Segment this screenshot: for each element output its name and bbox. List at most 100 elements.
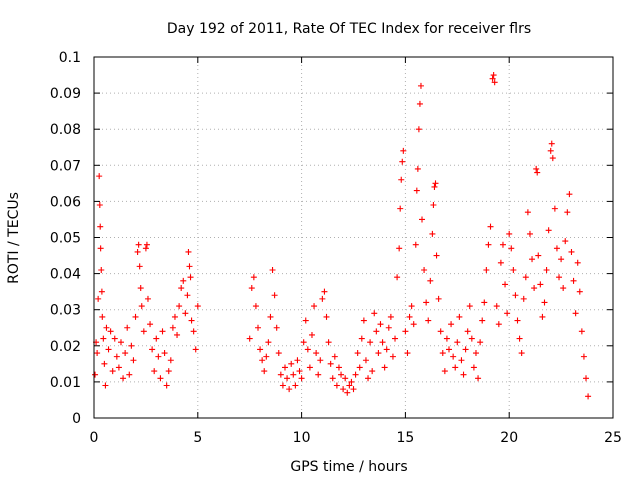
data-point	[423, 299, 430, 306]
data-point	[98, 266, 105, 273]
data-point	[128, 342, 135, 349]
data-point	[533, 165, 540, 172]
data-point	[97, 223, 104, 230]
data-point	[556, 274, 563, 281]
data-point	[105, 346, 112, 353]
data-point	[502, 281, 509, 288]
data-point	[304, 346, 311, 353]
data-point	[479, 317, 486, 324]
data-point	[192, 346, 199, 353]
data-point	[572, 310, 579, 317]
data-point	[267, 313, 274, 320]
data-point	[117, 339, 124, 346]
data-point	[562, 238, 569, 245]
data-point	[142, 245, 149, 252]
data-point	[558, 256, 565, 263]
y-tick-label: 0	[72, 411, 81, 427]
data-point	[541, 299, 548, 306]
data-point	[408, 303, 415, 310]
data-point	[130, 357, 137, 364]
data-point	[147, 321, 154, 328]
data-point	[132, 313, 139, 320]
data-point	[340, 386, 347, 393]
data-point	[288, 360, 295, 367]
y-tick-label: 0.06	[50, 194, 81, 210]
x-tick-label: 10	[293, 430, 311, 446]
data-point	[539, 313, 546, 320]
x-tick-label: 0	[90, 430, 99, 446]
data-point	[432, 180, 439, 187]
data-point	[176, 303, 183, 310]
data-point	[462, 346, 469, 353]
data-point	[369, 368, 376, 375]
data-point	[433, 252, 440, 259]
data-point	[92, 371, 99, 378]
data-point	[489, 75, 496, 82]
data-point	[257, 346, 264, 353]
data-point	[414, 165, 421, 172]
data-point	[290, 371, 297, 378]
data-point	[472, 350, 479, 357]
data-point	[263, 353, 270, 360]
data-point	[553, 245, 560, 252]
data-point	[174, 331, 181, 338]
data-point	[570, 277, 577, 284]
chart-title: Day 192 of 2011, Rate Of TEC Index for r…	[167, 21, 531, 37]
data-point	[137, 285, 144, 292]
data-point	[371, 310, 378, 317]
data-point	[135, 241, 142, 248]
data-point	[402, 328, 409, 335]
data-point	[360, 317, 367, 324]
data-point	[185, 248, 192, 255]
data-point	[504, 310, 511, 317]
data-point	[281, 364, 288, 371]
data-point	[410, 321, 417, 328]
data-point	[543, 266, 550, 273]
y-tick-label: 0.02	[50, 339, 81, 355]
data-point	[317, 357, 324, 364]
data-point	[187, 274, 194, 281]
data-point	[437, 328, 444, 335]
data-point	[194, 303, 201, 310]
data-point	[308, 331, 315, 338]
data-point	[566, 191, 573, 198]
data-point	[362, 357, 369, 364]
data-point	[134, 248, 141, 255]
data-point	[321, 288, 328, 295]
data-point	[383, 346, 390, 353]
data-point	[356, 364, 363, 371]
y-tick-label: 0.08	[50, 122, 81, 138]
data-point	[184, 292, 191, 299]
data-point	[435, 295, 442, 302]
data-point	[470, 364, 477, 371]
data-point	[415, 126, 422, 133]
data-point	[294, 357, 301, 364]
data-point	[143, 241, 150, 248]
data-point	[506, 230, 513, 237]
data-point	[417, 82, 424, 89]
data-point	[406, 313, 413, 320]
y-tick-label: 0.09	[50, 86, 81, 102]
data-point	[460, 371, 467, 378]
data-point	[319, 295, 326, 302]
data-point	[485, 241, 492, 248]
data-point	[367, 339, 374, 346]
data-point	[549, 155, 556, 162]
data-point	[165, 368, 172, 375]
data-point	[534, 169, 541, 176]
data-point	[99, 313, 106, 320]
data-point	[483, 266, 490, 273]
data-point	[454, 339, 461, 346]
data-point	[508, 245, 515, 252]
data-point	[159, 328, 166, 335]
data-point	[547, 147, 554, 154]
data-point	[102, 382, 109, 389]
x-tick-label: 20	[500, 430, 518, 446]
data-point	[399, 158, 406, 165]
data-point	[387, 313, 394, 320]
data-point	[325, 339, 332, 346]
data-point	[487, 223, 494, 230]
data-point	[450, 353, 457, 360]
data-point	[333, 382, 340, 389]
data-point	[564, 209, 571, 216]
